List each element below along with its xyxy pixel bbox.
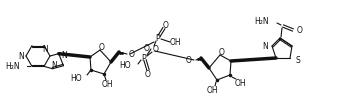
Text: N: N	[18, 51, 24, 61]
Text: N: N	[62, 51, 68, 60]
Text: O: O	[129, 50, 135, 59]
Text: H₂N: H₂N	[5, 62, 20, 71]
Text: OH: OH	[206, 85, 218, 94]
Text: O: O	[163, 20, 169, 29]
Text: OH: OH	[234, 79, 246, 87]
Text: O: O	[145, 70, 151, 79]
Text: OH: OH	[101, 80, 113, 89]
Text: O: O	[153, 45, 159, 53]
Text: N: N	[262, 41, 268, 50]
Text: O: O	[297, 26, 303, 35]
Text: P: P	[142, 53, 146, 62]
Text: P: P	[156, 34, 160, 42]
Text: HO: HO	[70, 73, 82, 82]
Text: H₂N: H₂N	[254, 16, 269, 26]
Text: S: S	[295, 56, 300, 64]
Text: HO: HO	[119, 61, 131, 70]
Text: N: N	[51, 61, 57, 70]
Text: O: O	[186, 56, 192, 64]
Text: OH: OH	[169, 38, 181, 47]
Text: O: O	[99, 42, 105, 51]
Text: O: O	[219, 48, 225, 57]
Text: N: N	[42, 45, 48, 54]
Text: O: O	[143, 43, 149, 52]
